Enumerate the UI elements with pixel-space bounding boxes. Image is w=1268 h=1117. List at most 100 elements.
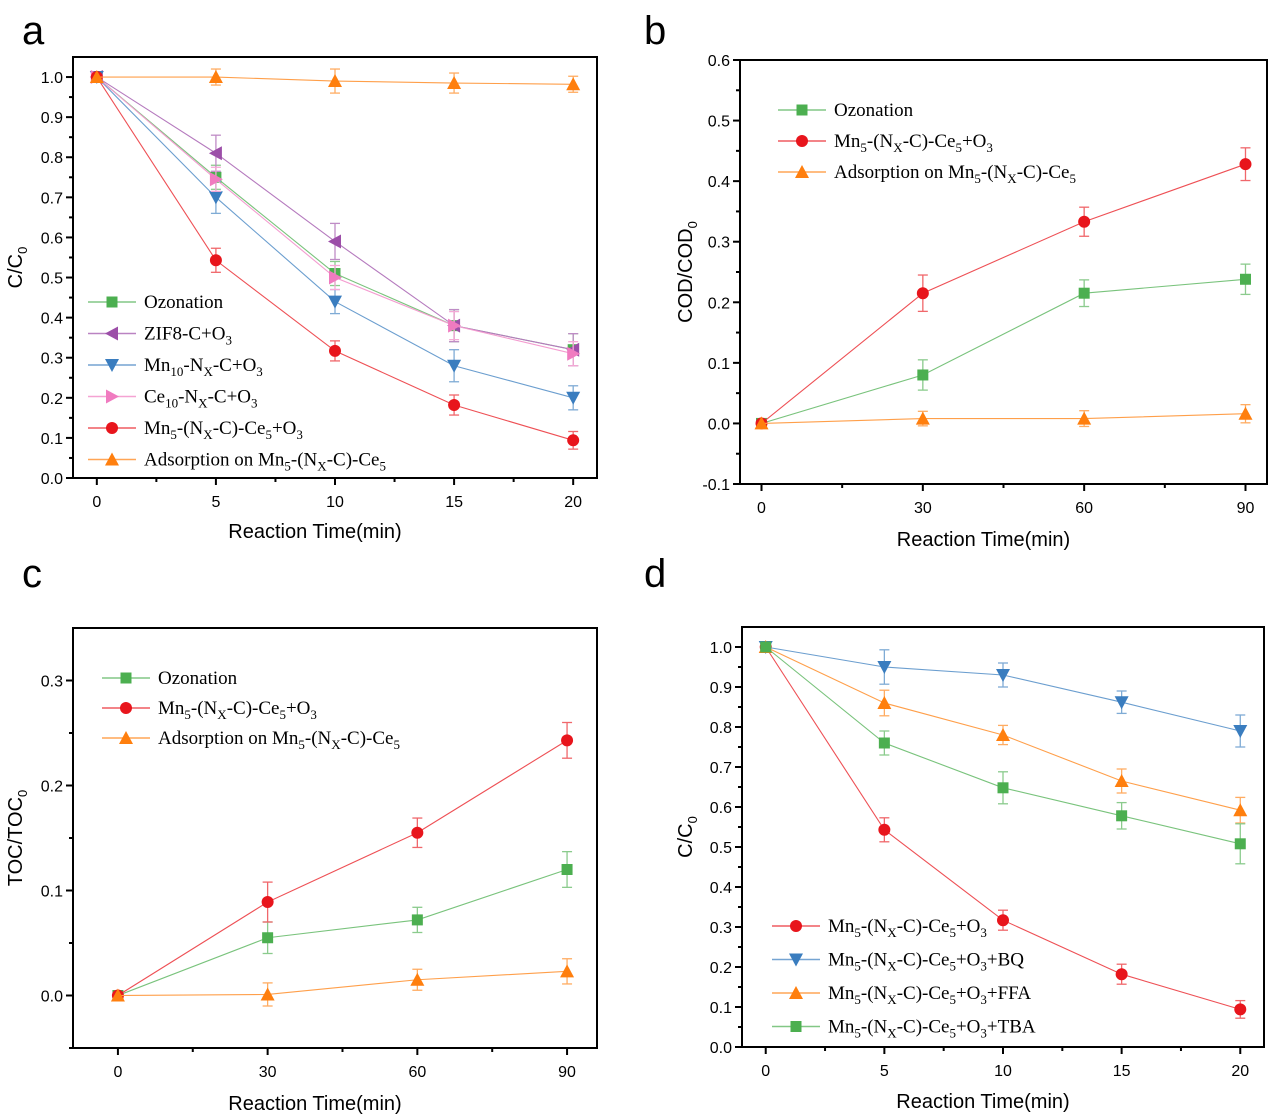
panel-label: d — [644, 552, 666, 596]
legend-label-subscript: 3 — [225, 333, 232, 348]
legend-label: Mn5-(NX-C)-Ce5+O3+BQ — [828, 950, 1024, 974]
y-tick-label: 0.4 — [41, 311, 63, 328]
legend-label-text: -C)-Ce — [897, 916, 950, 937]
legend-label-subscript: X — [203, 364, 213, 379]
y-tick-label: 0.5 — [710, 840, 732, 857]
y-tick-label: 0.8 — [41, 150, 63, 167]
y-tick-label: 0.2 — [710, 960, 732, 977]
legend-label-text: Mn — [144, 355, 171, 376]
legend-label-subscript: X — [887, 992, 897, 1007]
legend-marker — [106, 422, 118, 434]
x-tick-label: 15 — [1113, 1063, 1131, 1080]
series-mn5-nx-c-ce5-o3 — [111, 721, 574, 1002]
data-point — [566, 391, 581, 405]
legend: OzonationZIF8-C+O3Mn10-NX-C+O3Ce10-NX-C+… — [88, 292, 386, 474]
legend-item: Ozonation — [778, 100, 914, 121]
y-axis-title: C/C0 — [675, 816, 700, 858]
legend-marker — [105, 326, 118, 341]
panel-label: c — [22, 552, 42, 596]
y-tick-label: 0.9 — [710, 680, 732, 697]
x-tick-label: 10 — [994, 1063, 1012, 1080]
y-axis-title-subscript: 0 — [15, 790, 30, 797]
x-axis-title: Reaction Time(min) — [897, 529, 1070, 551]
legend-label: Mn10-NX-C+O3 — [144, 355, 263, 379]
y-tick-label: 0.1 — [41, 884, 63, 901]
legend-item: Mn10-NX-C+O3 — [88, 355, 263, 379]
legend-label-subscript: 3 — [980, 992, 987, 1007]
legend-marker — [795, 165, 809, 178]
legend-label-subscript: X — [887, 925, 897, 940]
legend-label-text: Ce — [144, 387, 165, 408]
legend-item: ZIF8-C+O3 — [88, 324, 232, 348]
data-point — [1114, 696, 1129, 710]
legend-label: Mn5-(NX-C)-Ce5+O3+FFA — [828, 983, 1031, 1007]
legend-label-text: +O — [956, 916, 980, 937]
series-line — [761, 163, 1246, 424]
data-point — [1078, 215, 1091, 228]
legend-label-text: -C+O — [208, 387, 251, 408]
legend-label-text: -(N — [861, 916, 888, 937]
series-ozonation — [91, 71, 579, 367]
legend-label-text: Ozonation — [834, 100, 914, 121]
y-tick-label: 0.9 — [41, 110, 63, 127]
legend-label-text: -(N — [861, 950, 888, 971]
legend-label-text: +O — [962, 131, 986, 152]
legend-label-text: Mn — [158, 698, 185, 719]
legend-label-text: -(N — [291, 450, 318, 471]
legend-marker — [105, 359, 119, 372]
y-tick-label: 0.3 — [41, 351, 63, 368]
data-point — [754, 416, 769, 430]
legend-label-text: Mn — [828, 950, 855, 971]
legend-label-subscript: 5 — [298, 737, 305, 752]
legend-item: Mn5-(NX-C)-Ce5+O3 — [772, 916, 987, 940]
legend-label-text: Ozonation — [144, 292, 224, 313]
x-tick-label: 5 — [880, 1063, 889, 1080]
legend-label-text: Mn — [828, 916, 855, 937]
legend-label-text: -N — [183, 355, 203, 376]
data-point — [328, 234, 341, 249]
legend-label-subscript: X — [203, 427, 213, 442]
legend-label-subscript: 3 — [980, 1026, 987, 1041]
data-point — [89, 70, 104, 84]
legend-label: Ozonation — [144, 292, 224, 313]
x-tick-label: 30 — [914, 500, 932, 517]
y-tick-label: 0.1 — [41, 431, 63, 448]
legend-label-subscript: 5 — [854, 992, 861, 1007]
legend-label-text: -C)-Ce — [227, 698, 280, 719]
series-ozonation — [756, 263, 1251, 429]
legend-label-subscript: 5 — [393, 737, 400, 752]
series-line — [117, 868, 568, 997]
legend-label-subscript: 3 — [310, 707, 317, 722]
data-point — [209, 254, 222, 267]
legend-item: Mn5-(NX-C)-Ce5+O3+TBA — [772, 1017, 1036, 1041]
legend-label-text: -(N — [981, 162, 1008, 183]
panel-label: b — [644, 9, 666, 53]
data-point — [447, 359, 462, 373]
legend-marker — [789, 986, 803, 999]
legend-label-subscript: 5 — [1069, 171, 1076, 186]
legend-marker — [790, 1021, 802, 1032]
legend-marker — [790, 920, 802, 932]
legend-label-subscript: 5 — [974, 171, 981, 186]
legend-item: Mn5-(NX-C)-Ce5+O3 — [778, 131, 993, 155]
x-tick-label: 60 — [408, 1064, 426, 1081]
legend-label-text: ZIF8-C+O — [144, 324, 225, 345]
data-point — [328, 74, 342, 88]
series-ce10-nx-c-o3 — [90, 70, 581, 367]
legend-marker — [120, 702, 132, 714]
x-tick-label: 5 — [211, 494, 220, 511]
legend-label-text: -(N — [861, 1017, 888, 1038]
series-line — [761, 413, 1246, 424]
y-axis-title-subscript: 0 — [15, 247, 30, 254]
y-axis-title: TOC/TOC0 — [5, 790, 30, 887]
y-tick-label: 0.2 — [41, 391, 63, 408]
legend-label-subscript: 3 — [986, 140, 993, 155]
legend-label: Mn5-(NX-C)-Ce5+O3 — [144, 418, 303, 442]
legend-label-text: +BQ — [987, 950, 1024, 971]
y-tick-label: 0.4 — [708, 174, 730, 191]
data-point — [411, 914, 423, 926]
legend-label-subscript: 3 — [296, 427, 303, 442]
